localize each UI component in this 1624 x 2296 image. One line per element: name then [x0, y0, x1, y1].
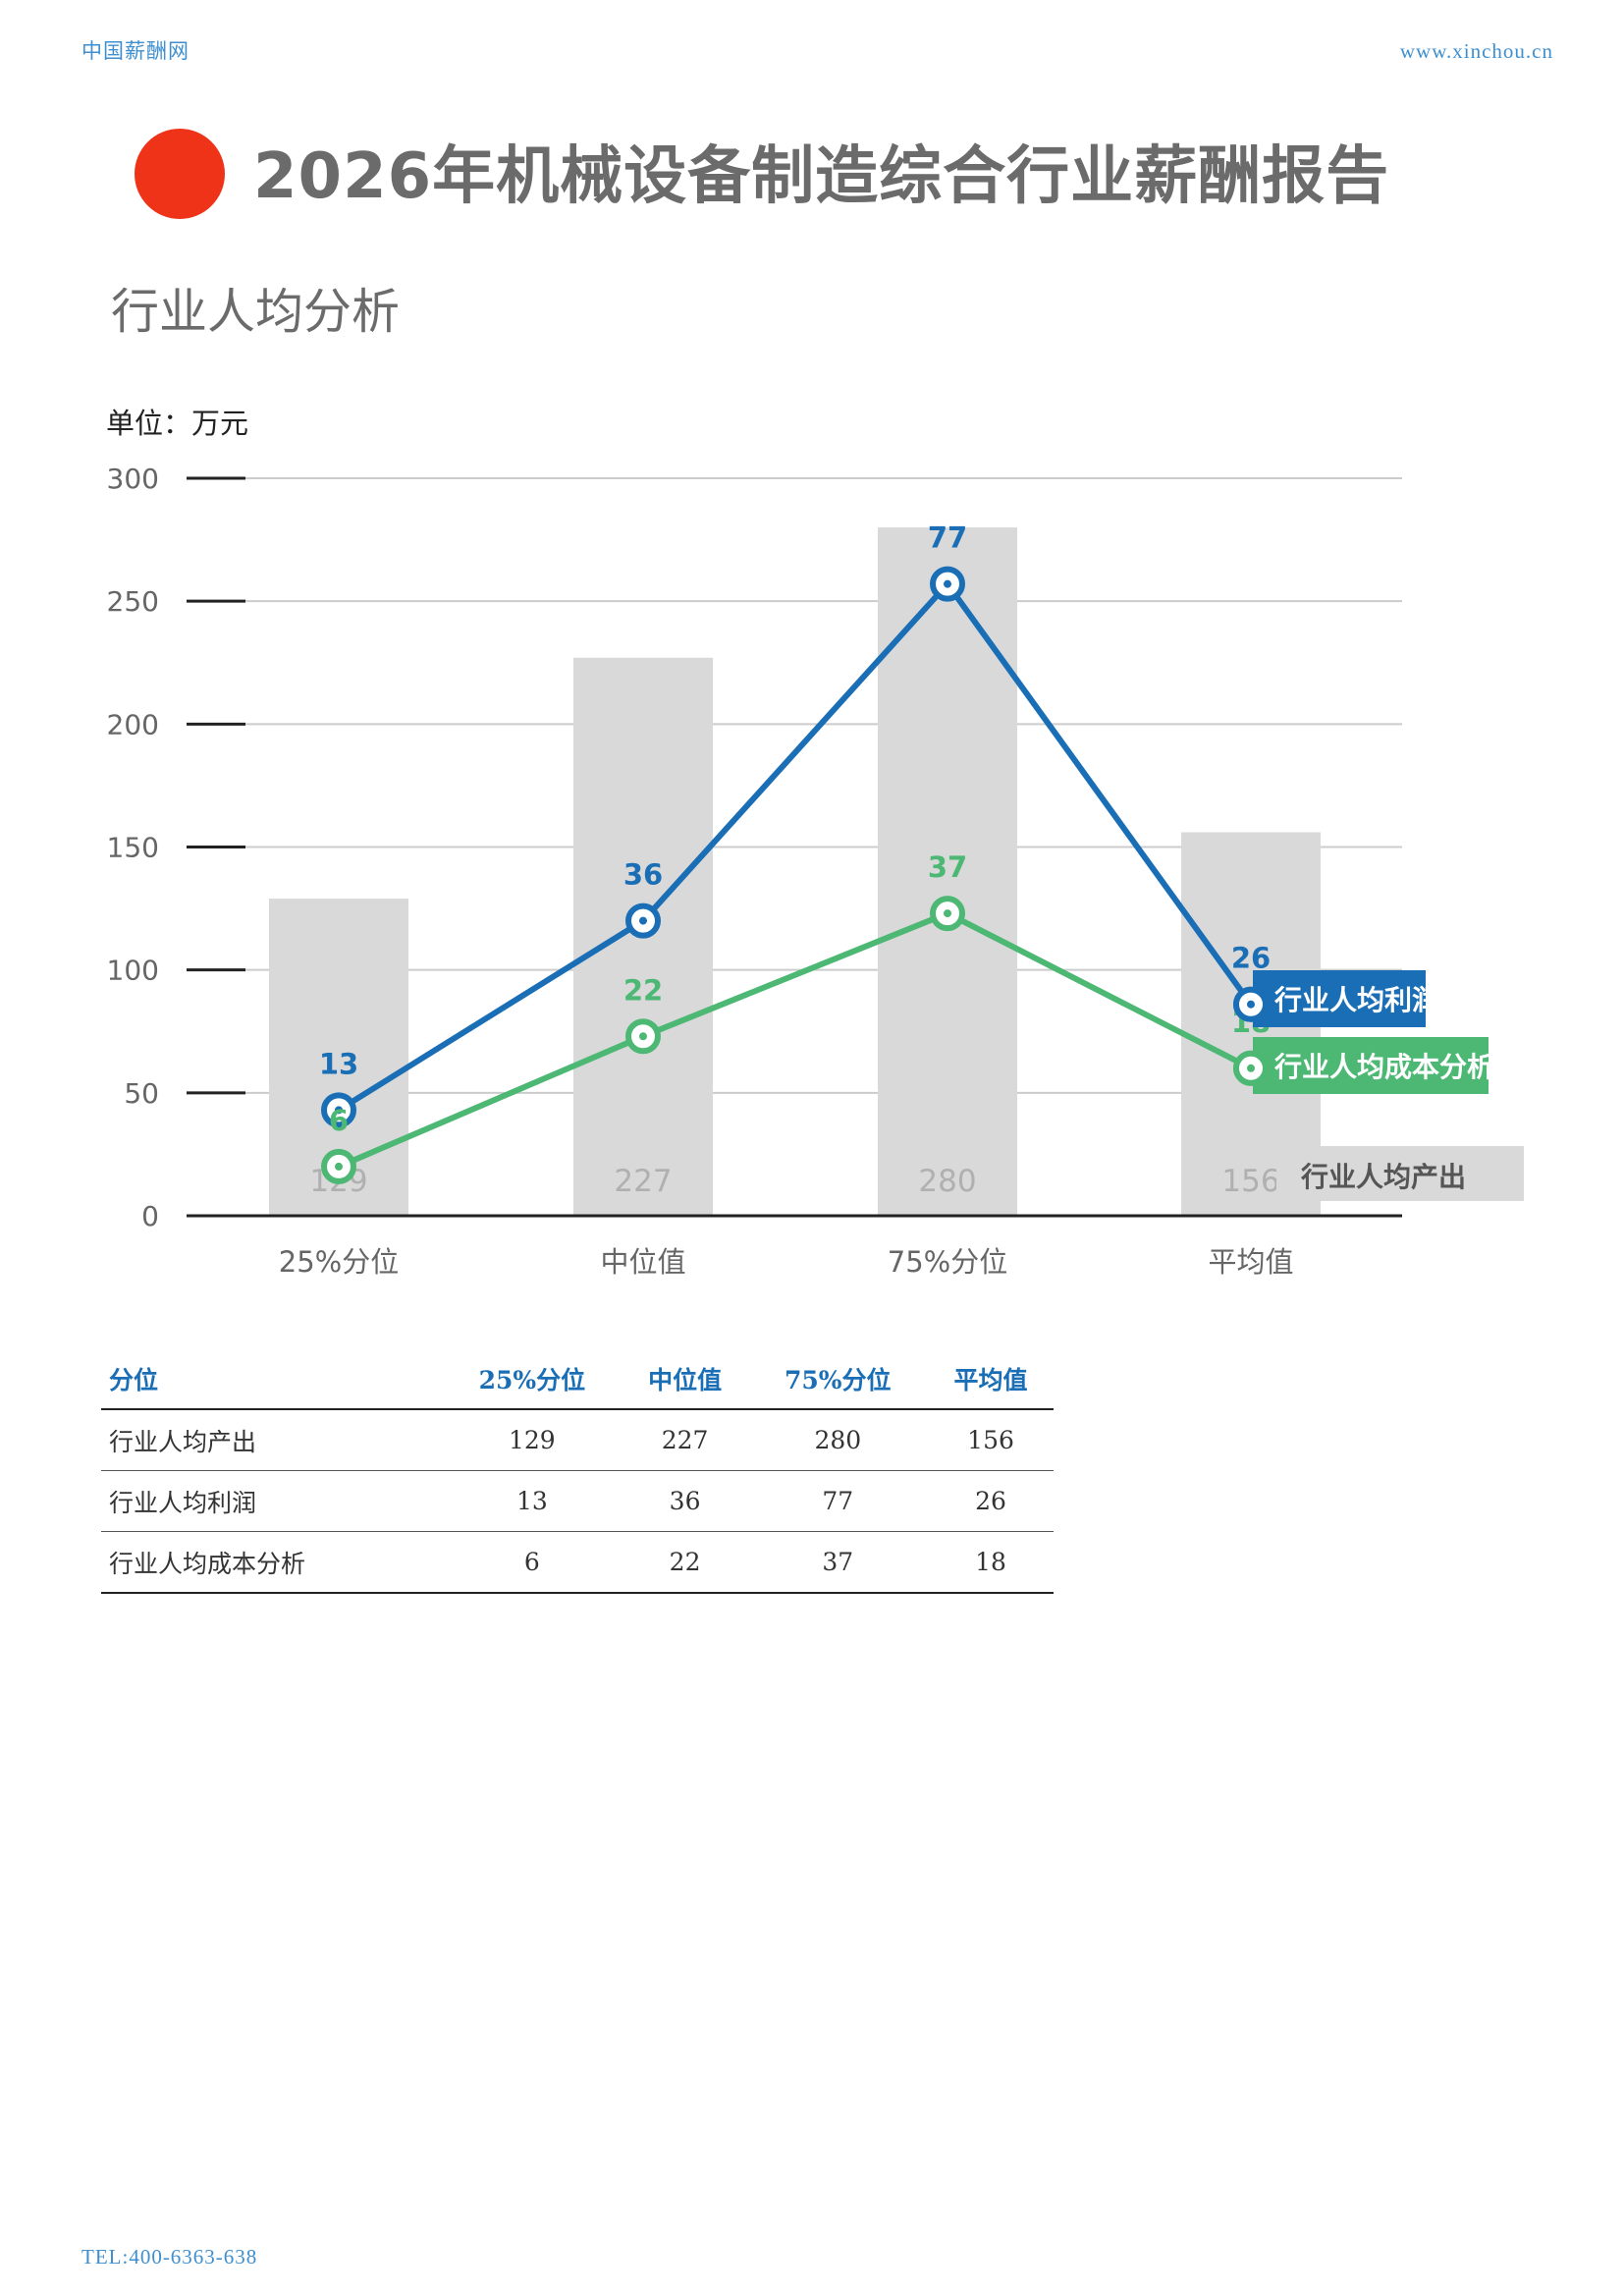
unit-label: 单位：万元 [106, 407, 249, 440]
series-marker-dot [1247, 1000, 1255, 1009]
table-cell: 26 [928, 1470, 1054, 1532]
series-marker-dot [944, 579, 951, 588]
title-dot-icon [135, 129, 225, 219]
combo-chart: 050100150200250300129227280156行业人均产出25%分… [107, 463, 1524, 1279]
series-marker-dot [639, 916, 647, 925]
table-cell: 129 [442, 1409, 623, 1471]
y-tick-label: 0 [141, 1200, 159, 1232]
table-cell: 行业人均利润 [101, 1470, 443, 1532]
data-label: 22 [623, 973, 663, 1007]
data-label: 36 [623, 858, 663, 892]
y-tick-label: 50 [124, 1077, 159, 1110]
bar [878, 527, 1017, 1216]
bar-legend-label: 行业人均产出 [1300, 1161, 1466, 1193]
y-tick-label: 250 [107, 585, 159, 618]
table-row: 行业人均利润 13 36 77 26 [101, 1470, 1054, 1532]
y-tick-label: 100 [107, 955, 159, 987]
table-cell: 22 [622, 1531, 748, 1594]
bar-value-label: 156 [1221, 1164, 1279, 1199]
series-line [337, 910, 1253, 1170]
table-cell: 77 [747, 1470, 929, 1532]
table-cell: 18 [928, 1531, 1054, 1594]
table-cell: 13 [442, 1470, 623, 1532]
data-table: 分位 25%分位 中位值 75%分位 平均值 行业人均产出 129 227 28… [101, 1349, 1054, 1594]
site-name: 中国薪酬网 [81, 39, 189, 63]
table-row: 行业人均产出 129 227 280 156 [101, 1409, 1054, 1471]
y-tick-label: 300 [107, 463, 159, 495]
data-label: 13 [319, 1047, 358, 1080]
series-marker-dot [335, 1106, 343, 1115]
bar-legend-box [1276, 1146, 1524, 1201]
line-legend-label: 行业人均利润 [1273, 984, 1439, 1016]
page-title: 2026年机械设备制造综合行业薪酬报告 [253, 140, 1390, 213]
line-legend-box [1253, 970, 1426, 1027]
x-tick-label: 平均值 [1208, 1245, 1293, 1279]
series-marker-dot [335, 1162, 343, 1171]
data-label: 77 [928, 521, 967, 555]
series-marker-dot [944, 909, 951, 918]
table-cell: 36 [622, 1470, 748, 1532]
x-tick-label: 中位值 [600, 1245, 685, 1279]
table-cell: 227 [622, 1409, 748, 1471]
x-tick-label: 75%分位 [888, 1245, 1007, 1279]
table-cell: 行业人均成本分析 [101, 1531, 443, 1594]
table-header: 分位 [101, 1349, 443, 1410]
data-label: 6 [329, 1104, 349, 1137]
site-url[interactable]: www.xinchou.cn [1399, 39, 1553, 63]
footer-phone: TEL:400-6363-638 [81, 2245, 258, 2269]
table-header-row: 分位 25%分位 中位值 75%分位 平均值 [101, 1349, 1054, 1410]
table-header: 75%分位 [747, 1349, 929, 1410]
section-title: 行业人均分析 [111, 284, 401, 340]
bar-value-label: 227 [614, 1164, 672, 1199]
table-header: 平均值 [928, 1349, 1054, 1410]
table-header: 25%分位 [442, 1349, 623, 1410]
bar-value-label: 280 [918, 1164, 976, 1199]
table-cell: 6 [442, 1531, 623, 1594]
table-cell: 行业人均产出 [101, 1409, 443, 1471]
table-cell: 156 [928, 1409, 1054, 1471]
series-marker-dot [1247, 1064, 1255, 1072]
y-tick-label: 200 [107, 708, 159, 740]
data-label: 26 [1231, 942, 1271, 975]
table-header: 中位值 [622, 1349, 748, 1410]
x-tick-label: 25%分位 [279, 1245, 399, 1279]
table-cell: 280 [747, 1409, 929, 1471]
line-legend-box [1253, 1037, 1489, 1094]
line-legend-label: 行业人均成本分析 [1273, 1051, 1494, 1083]
series-line [337, 580, 1254, 1113]
series-marker-dot [639, 1032, 647, 1041]
data-label: 37 [928, 850, 967, 884]
table-row: 行业人均成本分析 6 22 37 18 [101, 1531, 1054, 1594]
y-tick-label: 150 [107, 832, 159, 864]
table-cell: 37 [747, 1531, 929, 1594]
